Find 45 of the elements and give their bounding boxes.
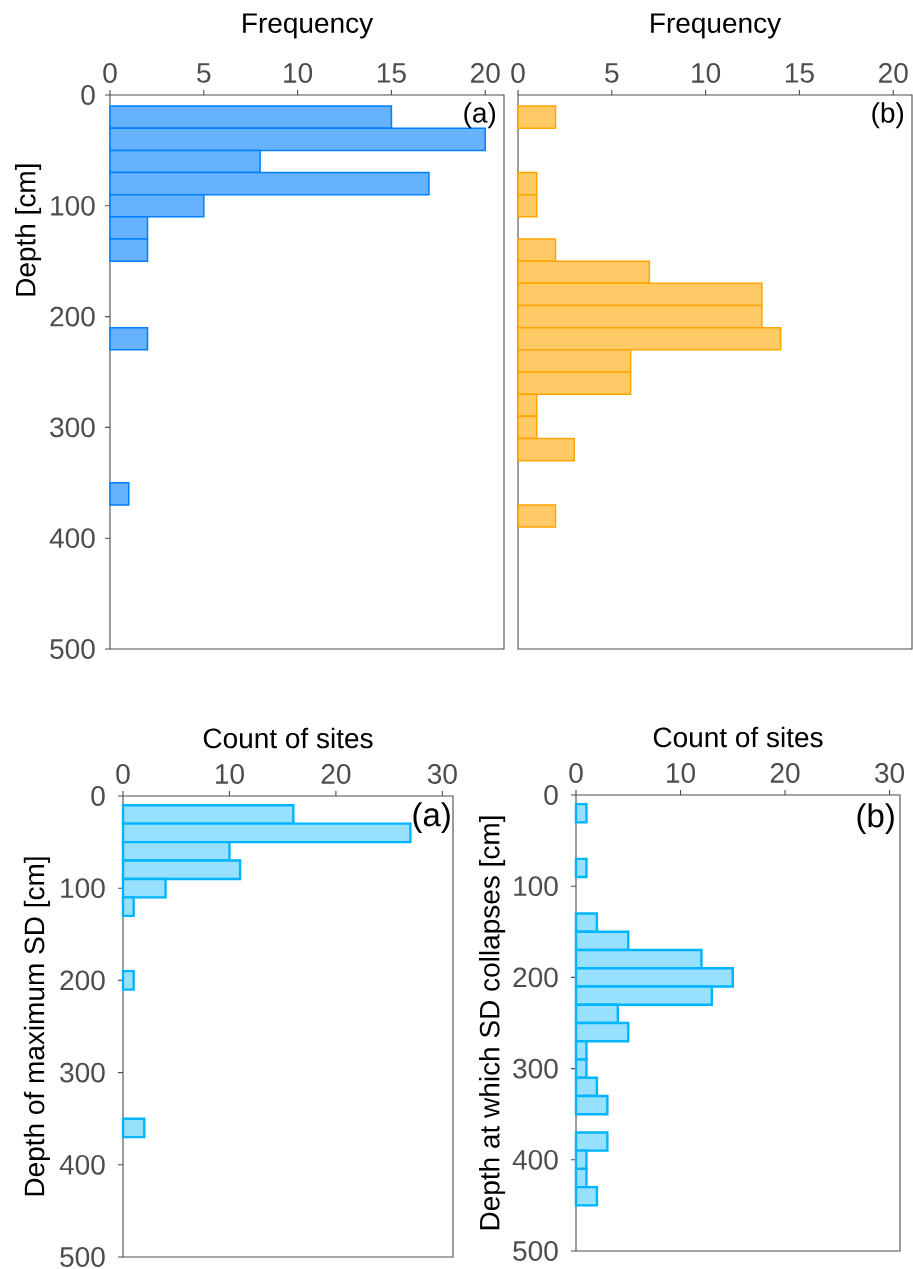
annotation: (b) (857, 803, 894, 834)
y-tick-label: 0 (81, 85, 95, 105)
y-axis-title: Depth at which SD collapses [cm] (479, 816, 506, 1230)
y-tick-label: 500 (50, 639, 95, 659)
x-axis-title: Count of sites (203, 727, 373, 749)
x-tick-label: 20 (321, 764, 351, 784)
x-tick-label: 5 (197, 63, 211, 83)
y-tick-label: 400 (512, 1149, 558, 1170)
y-tick-label: 0 (544, 785, 558, 805)
x-axis-title: Frequency (651, 13, 782, 39)
x-tick-label: 30 (427, 764, 457, 784)
x-tick-label: 5 (605, 63, 619, 83)
x-tick-label: 10 (667, 763, 695, 783)
x-axis-title: Frequency (243, 13, 374, 39)
y-tick-label: 400 (59, 1154, 105, 1175)
annotation: (a) (464, 102, 496, 129)
y-tick-label: 100 (514, 876, 558, 897)
x-tick-label: 20 (471, 63, 500, 83)
x-tick-label: 20 (770, 763, 800, 783)
y-tick-label: 300 (50, 417, 95, 438)
x-tick-label: 20 (879, 63, 908, 83)
y-tick-label: 200 (513, 967, 558, 988)
y-tick-label: 400 (49, 528, 95, 549)
y-tick-label: 100 (61, 878, 105, 899)
y-tick-label: 200 (50, 306, 95, 327)
x-tick-label: 10 (284, 63, 313, 83)
y-axis-title: Depth [cm] (14, 164, 42, 296)
annotation: (a) (413, 802, 450, 833)
x-tick-label: 15 (378, 63, 406, 83)
x-tick-label: 0 (116, 764, 130, 784)
x-axis-title: Count of sites (653, 726, 823, 748)
y-tick-label: 500 (60, 1247, 105, 1267)
annotation: (b) (872, 102, 904, 129)
x-tick-label: 0 (569, 763, 583, 783)
y-axis-title: Depth of maximum SD [cm] (23, 857, 50, 1196)
x-tick-label: 30 (875, 763, 905, 783)
x-tick-label: 10 (216, 764, 244, 784)
x-tick-label: 10 (692, 63, 721, 83)
y-tick-label: 300 (513, 1058, 558, 1079)
x-tick-label: 15 (786, 63, 814, 83)
y-tick-label: 200 (60, 970, 105, 991)
y-tick-label: 0 (91, 786, 105, 806)
y-tick-label: 500 (513, 1241, 558, 1261)
y-tick-label: 300 (60, 1062, 105, 1083)
y-tick-label: 100 (51, 195, 95, 216)
